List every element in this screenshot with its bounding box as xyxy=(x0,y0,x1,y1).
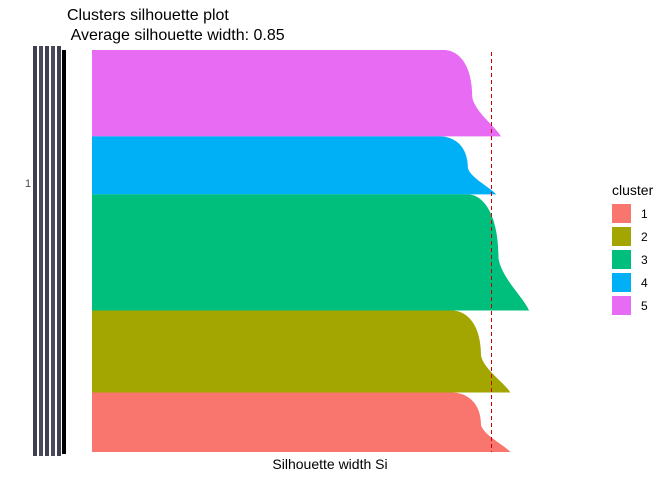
legend-key xyxy=(612,250,631,269)
cluster-5-bar xyxy=(92,50,501,137)
cluster-1-bar xyxy=(92,392,511,452)
chart-title: Clusters silhouette plot xyxy=(67,7,229,24)
y-rug-column xyxy=(33,46,37,456)
y-rug-column xyxy=(45,46,49,456)
legend-key xyxy=(612,273,631,292)
cluster-2-bar xyxy=(92,310,511,393)
legend-label: 4 xyxy=(641,275,648,290)
cluster-4-bar xyxy=(92,136,497,195)
legend-item: 3 xyxy=(612,248,653,271)
legend-label: 3 xyxy=(641,252,648,267)
legend-label: 5 xyxy=(641,298,648,313)
legend-item: 2 xyxy=(612,225,653,248)
y-rug-column xyxy=(57,46,61,456)
legend-label: 2 xyxy=(641,229,648,244)
legend: cluster 1 2 3 4 5 xyxy=(612,182,653,317)
legend-key xyxy=(612,227,631,246)
chart-subtitle: Average silhouette width: 0.85 xyxy=(67,27,285,44)
legend-item: 5 xyxy=(612,294,653,317)
cluster-bars xyxy=(92,50,530,452)
cluster-3-bar xyxy=(92,194,530,311)
legend-title: cluster xyxy=(612,182,654,198)
legend-key xyxy=(612,204,631,223)
legend-item: 4 xyxy=(612,271,653,294)
x-axis-label: Silhouette width Si xyxy=(272,456,388,472)
y-axis-rug xyxy=(33,46,61,456)
y-tick-label: 1 xyxy=(25,178,31,190)
y-axis-bar xyxy=(62,50,66,454)
y-rug-column xyxy=(39,46,43,456)
legend-item: 1 xyxy=(612,202,653,225)
legend-key xyxy=(612,296,631,315)
legend-label: 1 xyxy=(641,206,648,221)
y-rug-column xyxy=(51,46,55,456)
